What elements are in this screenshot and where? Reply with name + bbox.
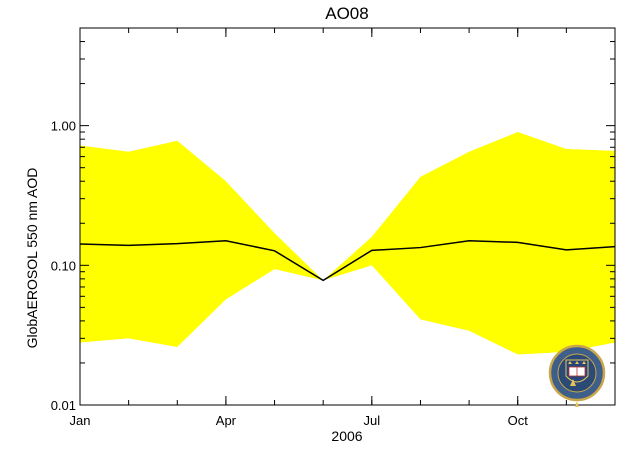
y-tick-label: 1.00 — [51, 119, 76, 134]
x-tick-label: Jul — [364, 413, 381, 428]
x-tick-label: Jan — [70, 413, 91, 428]
chart-title: AO08 — [325, 4, 368, 23]
plot-frame — [79, 27, 616, 406]
y-tick-label: 0.01 — [51, 398, 76, 413]
x-axis-label: 2006 — [331, 428, 362, 444]
aod-range-band — [80, 132, 615, 355]
median-aod-line — [79, 239, 616, 282]
y-axis-label: GlobAEROSOL 550 nm AOD — [24, 168, 40, 349]
x-tick-label: Apr — [216, 413, 237, 428]
x-tick-label: Oct — [508, 413, 529, 428]
university-crest-icon — [548, 344, 606, 407]
y-tick-label: 0.10 — [51, 258, 76, 273]
